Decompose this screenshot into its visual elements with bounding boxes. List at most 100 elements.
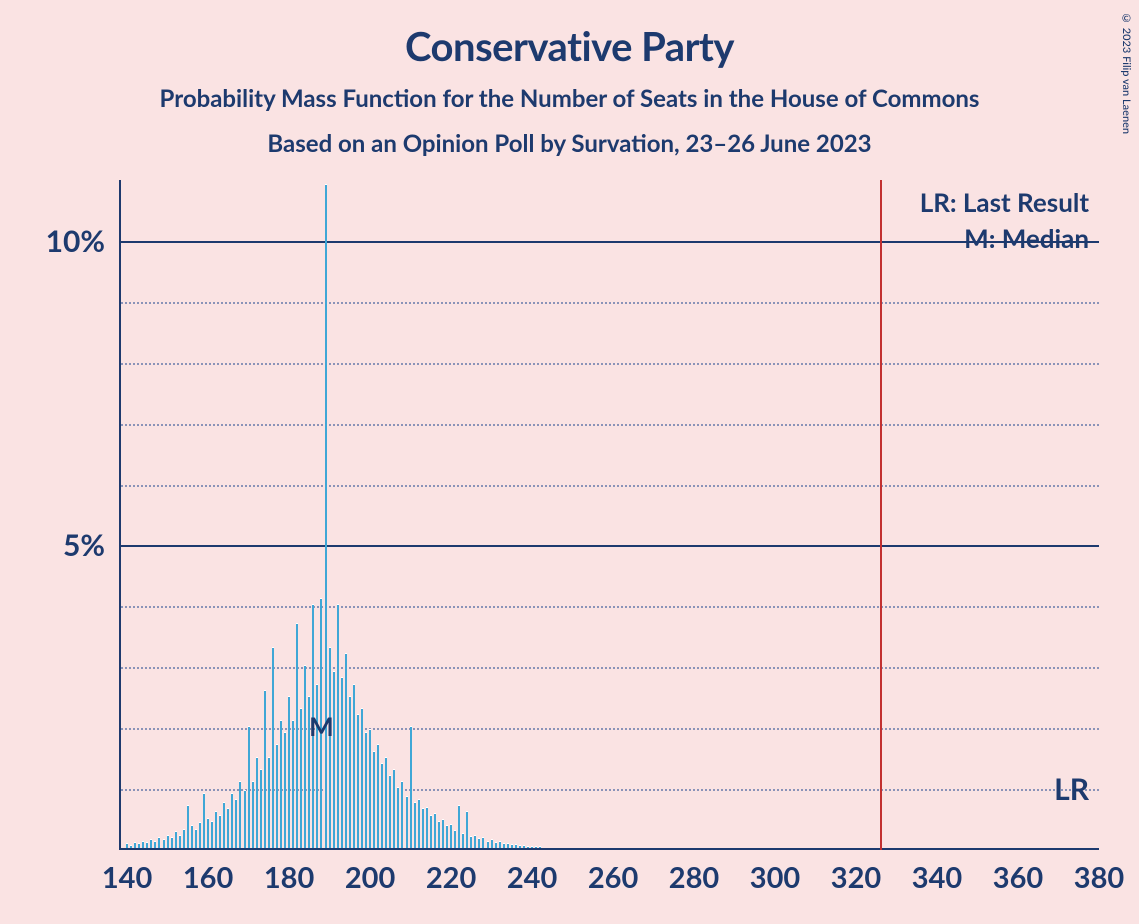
pmf-bar bbox=[434, 813, 436, 848]
pmf-bar bbox=[491, 839, 493, 848]
pmf-bar bbox=[470, 836, 472, 848]
pmf-bar bbox=[365, 732, 367, 848]
pmf-bar bbox=[406, 796, 408, 848]
x-axis-label: 360 bbox=[993, 860, 1043, 895]
x-axis-label: 280 bbox=[669, 860, 719, 895]
pmf-bar bbox=[158, 837, 160, 848]
pmf-bar bbox=[231, 793, 233, 848]
pmf-bar bbox=[333, 671, 335, 848]
pmf-bar bbox=[410, 726, 412, 848]
pmf-bar bbox=[466, 811, 468, 848]
pmf-bar bbox=[292, 720, 294, 848]
grid-minor-line bbox=[121, 667, 1099, 669]
pmf-bar bbox=[442, 819, 444, 848]
pmf-bar bbox=[349, 696, 351, 848]
pmf-bar bbox=[523, 845, 525, 848]
pmf-bar bbox=[203, 793, 205, 848]
pmf-bar bbox=[430, 815, 432, 849]
pmf-bar bbox=[329, 647, 331, 848]
pmf-bar bbox=[252, 781, 254, 848]
pmf-bar bbox=[146, 842, 148, 848]
pmf-bar bbox=[256, 757, 258, 848]
grid-minor-line bbox=[121, 728, 1099, 730]
x-axis bbox=[119, 848, 1099, 850]
pmf-bar bbox=[454, 830, 456, 848]
pmf-bar bbox=[167, 835, 169, 848]
pmf-bar bbox=[450, 824, 452, 848]
grid-minor-line bbox=[121, 363, 1099, 365]
pmf-bar bbox=[381, 763, 383, 848]
pmf-bar bbox=[487, 841, 489, 848]
pmf-bar bbox=[341, 677, 343, 848]
x-axis-label: 140 bbox=[102, 860, 152, 895]
pmf-bar bbox=[507, 843, 509, 848]
pmf-bar bbox=[154, 841, 156, 848]
pmf-bar bbox=[531, 846, 533, 848]
pmf-bar bbox=[244, 790, 246, 848]
pmf-bar bbox=[264, 690, 266, 848]
pmf-bar bbox=[422, 808, 424, 848]
pmf-bar bbox=[191, 825, 193, 848]
pmf-bar bbox=[369, 729, 371, 848]
pmf-bar bbox=[268, 757, 270, 848]
pmf-bar bbox=[377, 744, 379, 848]
legend-last-result: LR: Last Result bbox=[920, 186, 1089, 218]
pmf-bar bbox=[357, 714, 359, 848]
grid-major-line bbox=[121, 545, 1099, 547]
pmf-bar bbox=[183, 829, 185, 848]
pmf-bar bbox=[187, 805, 189, 848]
pmf-bar bbox=[219, 815, 221, 849]
pmf-bar bbox=[393, 769, 395, 848]
pmf-bar bbox=[280, 720, 282, 848]
pmf-bar bbox=[519, 845, 521, 848]
x-axis-label: 180 bbox=[264, 860, 314, 895]
pmf-bar bbox=[397, 787, 399, 848]
pmf-bar bbox=[418, 799, 420, 848]
y-axis-label: 5% bbox=[63, 527, 105, 563]
pmf-bar bbox=[325, 184, 327, 848]
x-axis-label: 340 bbox=[912, 860, 962, 895]
pmf-bar bbox=[248, 726, 250, 848]
pmf-bar bbox=[337, 604, 339, 848]
chart-title: Conservative Party bbox=[0, 0, 1139, 70]
x-axis-label: 200 bbox=[345, 860, 395, 895]
pmf-bar bbox=[138, 843, 140, 848]
grid-minor-line bbox=[121, 606, 1099, 608]
pmf-bar bbox=[179, 835, 181, 848]
pmf-bar bbox=[227, 808, 229, 848]
pmf-bar bbox=[361, 708, 363, 848]
pmf-bar bbox=[446, 825, 448, 848]
pmf-bar bbox=[389, 775, 391, 848]
pmf-bar bbox=[215, 811, 217, 848]
chart-subtitle: Probability Mass Function for the Number… bbox=[0, 70, 1139, 113]
x-axis-label: 300 bbox=[750, 860, 800, 895]
pmf-bar bbox=[260, 769, 262, 848]
x-axis-label: 380 bbox=[1074, 860, 1124, 895]
grid-minor-line bbox=[121, 302, 1099, 304]
pmf-bar bbox=[126, 843, 128, 848]
pmf-bar bbox=[175, 831, 177, 848]
pmf-bar bbox=[284, 732, 286, 848]
last-result-marker: LR bbox=[1054, 771, 1089, 807]
chart-plot-area: LR: Last Result M: Median 5%10%140160180… bbox=[119, 180, 1099, 850]
pmf-bar bbox=[515, 844, 517, 848]
x-axis-label: 160 bbox=[183, 860, 233, 895]
pmf-bar bbox=[458, 805, 460, 848]
pmf-bar bbox=[195, 829, 197, 848]
pmf-bar bbox=[300, 708, 302, 848]
pmf-bar bbox=[163, 839, 165, 848]
pmf-bar bbox=[495, 842, 497, 848]
pmf-bar bbox=[276, 744, 278, 848]
pmf-bar bbox=[385, 757, 387, 848]
pmf-bar bbox=[171, 837, 173, 848]
pmf-bar bbox=[272, 647, 274, 848]
x-axis-label: 260 bbox=[588, 860, 638, 895]
pmf-bar bbox=[288, 696, 290, 848]
x-axis-label: 320 bbox=[831, 860, 881, 895]
pmf-bar bbox=[373, 751, 375, 848]
pmf-bar bbox=[474, 835, 476, 848]
pmf-bar bbox=[414, 802, 416, 848]
pmf-bar bbox=[223, 802, 225, 848]
pmf-bar bbox=[478, 838, 480, 848]
pmf-bar bbox=[438, 821, 440, 848]
